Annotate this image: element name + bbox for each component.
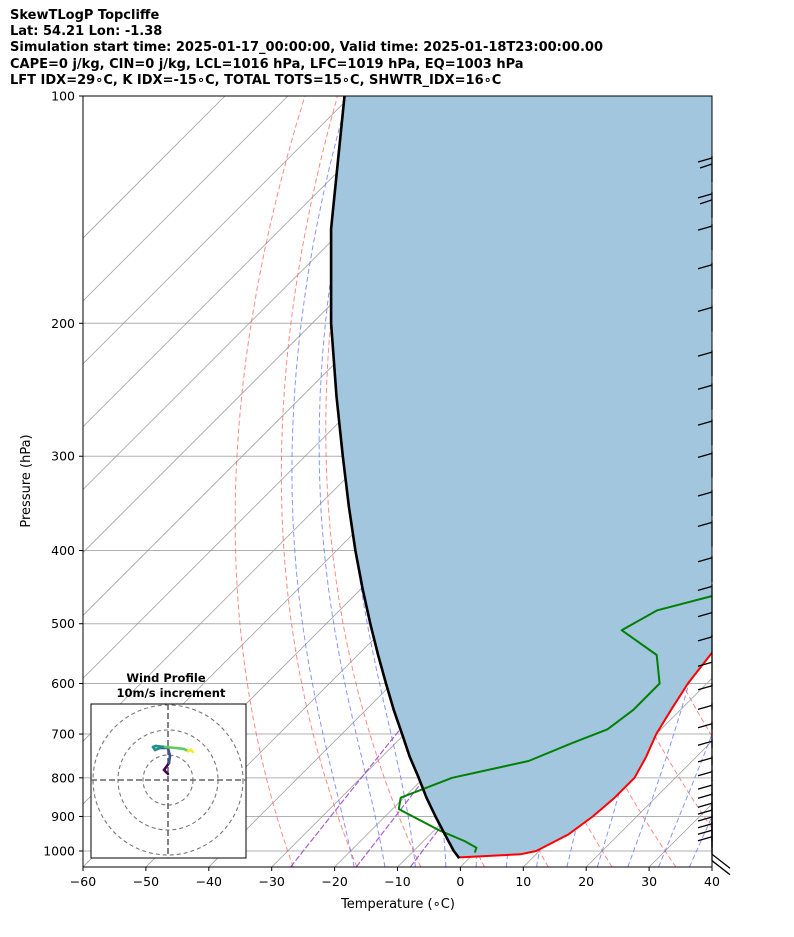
x-tick-label: −50 — [133, 874, 159, 889]
stability-parameters: CAPE=0 j/kg, CIN=0 j/kg, LCL=1016 hPa, L… — [10, 57, 524, 72]
isotherm — [711, 866, 712, 867]
isotherm — [83, 96, 289, 302]
wind-barb — [697, 555, 713, 582]
x-tick-label: 30 — [641, 874, 657, 889]
parcel-line — [329, 96, 461, 859]
y-tick-label: 400 — [51, 543, 75, 558]
y-tick-label: 600 — [51, 676, 75, 691]
wind-profile-inset: Wind Profile 10m/s increment — [90, 671, 247, 859]
wind-barb — [697, 451, 713, 478]
hodograph-segment — [166, 746, 172, 758]
stability-indices: LFT IDX=29∘C, K IDX=-15∘C, TOTAL TOTS=15… — [10, 73, 502, 88]
wind-barb — [697, 584, 713, 611]
hodograph-segment — [189, 748, 195, 754]
y-tick-label: 500 — [51, 616, 75, 631]
wind-barb — [697, 419, 713, 446]
x-axis-label: Temperature (∘C) — [340, 897, 455, 912]
moist-adiabat — [291, 96, 355, 867]
wind-barb — [697, 520, 713, 547]
hodograph-segment — [154, 744, 167, 749]
y-tick-label: 700 — [51, 727, 75, 742]
x-tick-label: 20 — [578, 874, 594, 889]
wind-barb — [697, 224, 713, 251]
wind-barb — [697, 305, 713, 332]
x-axis-ticks: −60 −50 −40 −30 −20 −10 0 10 20 30 40 — [70, 867, 720, 889]
wind-barb — [697, 660, 713, 687]
wind-barb — [697, 769, 713, 796]
y-tick-label: 300 — [51, 449, 75, 464]
isotherm — [83, 96, 226, 239]
wind-barb — [697, 490, 713, 517]
wind-barb — [697, 610, 713, 637]
y-axis-ticks: 1000 900 800 700 600 500 400 300 200 100 — [43, 89, 83, 859]
cape-cin-shading — [331, 96, 712, 859]
isotherm — [83, 96, 352, 365]
x-tick-label: 40 — [704, 874, 720, 889]
dry-adiabat — [280, 96, 358, 867]
moist-adiabat — [627, 96, 712, 867]
profile-lines — [329, 96, 712, 859]
x-tick-label: −20 — [321, 874, 347, 889]
hodograph-segment — [162, 761, 171, 772]
y-tick-label: 800 — [51, 770, 75, 785]
simulation-times: Simulation start time: 2025-01-17_00:00:… — [10, 40, 603, 55]
y-tick-label: 200 — [51, 316, 75, 331]
chart-title: SkewTLogP Topcliffe — [10, 8, 160, 23]
dewpoint-line — [397, 594, 712, 853]
moist-adiabat — [720, 96, 794, 867]
y-tick-label: 100 — [51, 89, 75, 104]
wind-barb — [697, 350, 713, 377]
shaded-region — [331, 96, 712, 859]
wind-barb — [697, 634, 713, 661]
wind-barb — [697, 191, 713, 218]
wind-barb — [697, 262, 713, 289]
x-tick-label: −10 — [384, 874, 410, 889]
x-tick-label: 10 — [515, 874, 531, 889]
wind-barb — [697, 834, 731, 876]
x-tick-label: −40 — [196, 874, 222, 889]
hodograph-segment — [174, 746, 186, 751]
temperature-line — [457, 651, 712, 859]
dry-adiabat — [234, 96, 306, 867]
hodograph-segment — [163, 745, 178, 750]
inset-subtitle: 10m/s increment — [117, 686, 226, 700]
wind-barbs — [697, 156, 731, 876]
location-coordinates: Lat: 54.21 Lon: -1.38 — [10, 24, 163, 39]
dry-adiabat — [728, 96, 794, 867]
moist-adiabat — [318, 96, 386, 867]
y-tick-label: 900 — [51, 809, 75, 824]
wind-barb — [697, 156, 713, 183]
y-tick-label: 1000 — [43, 844, 75, 859]
wind-barb — [697, 383, 713, 410]
inset-title: Wind Profile — [126, 671, 206, 685]
y-axis-label: Pressure (hPa) — [19, 434, 34, 527]
dry-adiabat — [761, 96, 794, 867]
x-tick-label: −60 — [70, 874, 96, 889]
moist-adiabat — [658, 732, 712, 867]
isotherm — [83, 96, 414, 428]
hodograph — [91, 704, 246, 858]
x-tick-label: 0 — [456, 874, 464, 889]
x-tick-label: −30 — [259, 874, 285, 889]
wind-barb — [697, 683, 713, 710]
